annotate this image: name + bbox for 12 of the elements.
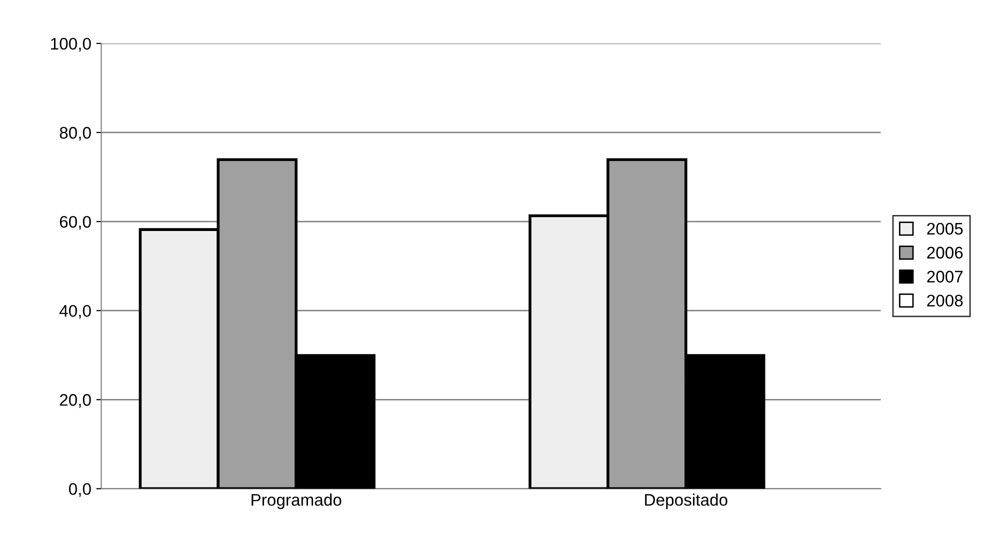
- y-tick-label: 20,0: [60, 394, 91, 408]
- y-tick-label: 40,0: [59, 304, 91, 319]
- y-tick-label: 60,0: [60, 216, 91, 230]
- legend-label: 2008: [927, 294, 963, 307]
- legend-label: 2006: [927, 246, 963, 259]
- legend-label: 2005: [927, 222, 963, 235]
- x-tick-label: Programado: [252, 494, 342, 510]
- y-tick-label: 80,0: [60, 126, 91, 141]
- legend-label: 2007: [927, 270, 963, 283]
- y-tick-label: 100,0: [51, 38, 91, 52]
- y-tick-label: 0,0: [69, 483, 91, 497]
- x-tick-label: Depositado: [645, 494, 728, 510]
